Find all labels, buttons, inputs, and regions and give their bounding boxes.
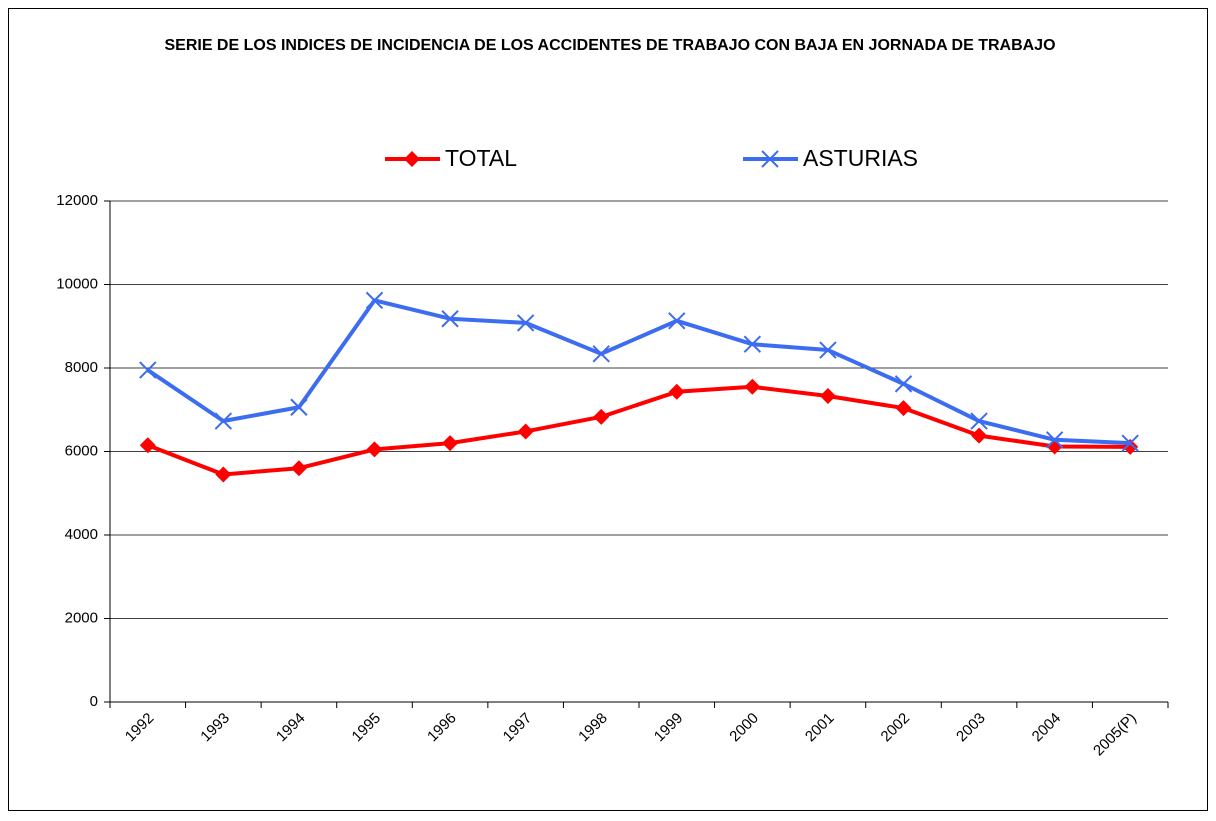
x-tick-label: 1995	[349, 710, 385, 746]
point-marker	[971, 427, 988, 444]
point-marker	[1045, 431, 1064, 449]
point-marker	[1121, 434, 1139, 452]
point-marker	[895, 400, 912, 417]
y-tick-label: 6000	[65, 442, 98, 459]
point-marker	[139, 437, 156, 454]
x-tick-label: 2002	[878, 710, 914, 746]
x-tick-label: 2000	[726, 710, 762, 746]
point-marker	[139, 361, 157, 379]
x-tick-label: 1993	[197, 710, 233, 746]
y-tick-label: 10000	[56, 275, 98, 292]
chart-title: SERIE DE LOS INDICES DE INCIDENCIA DE LO…	[164, 37, 1056, 54]
x-tick-label: 1998	[575, 710, 611, 746]
point-marker	[819, 341, 837, 359]
point-marker	[970, 412, 988, 430]
point-marker	[517, 423, 534, 440]
x-tick-label: 1996	[424, 710, 460, 746]
y-tick-label: 8000	[65, 359, 98, 376]
x-tick-label: 1997	[500, 710, 536, 746]
point-marker	[894, 375, 913, 393]
y-tick-label: 2000	[65, 609, 98, 626]
x-tick-label: 2004	[1029, 710, 1065, 746]
point-marker	[290, 460, 307, 477]
point-marker	[744, 378, 761, 395]
point-marker	[668, 312, 686, 330]
x-tick-label: 2005(P)	[1090, 710, 1140, 760]
point-marker	[442, 435, 459, 452]
point-marker	[592, 345, 610, 363]
chart-frame	[8, 8, 1208, 811]
x-tick-label: 2001	[802, 710, 838, 746]
series-line	[146, 298, 1131, 446]
point-marker	[215, 466, 232, 483]
legend-label: ASTURIAS	[803, 145, 918, 171]
point-marker	[214, 412, 233, 430]
y-tick-label: 4000	[65, 526, 98, 543]
series-line	[147, 384, 1131, 477]
point-marker	[819, 387, 836, 404]
point-marker	[743, 335, 762, 353]
y-tick-label: 12000	[56, 192, 98, 209]
legend-label: TOTAL	[445, 145, 517, 171]
point-marker	[668, 383, 685, 400]
x-tick-label: 1992	[122, 710, 158, 746]
point-marker	[516, 314, 535, 332]
point-marker	[366, 441, 383, 458]
point-marker	[365, 291, 384, 310]
legend-marker	[761, 150, 779, 168]
point-marker	[441, 310, 459, 328]
x-tick-label: 2003	[953, 710, 989, 746]
point-marker	[593, 408, 610, 425]
point-marker	[290, 398, 308, 416]
legend-marker	[404, 151, 420, 167]
y-tick-label: 0	[90, 693, 98, 710]
x-tick-label: 1994	[273, 710, 309, 746]
x-tick-label: 1999	[651, 710, 687, 746]
